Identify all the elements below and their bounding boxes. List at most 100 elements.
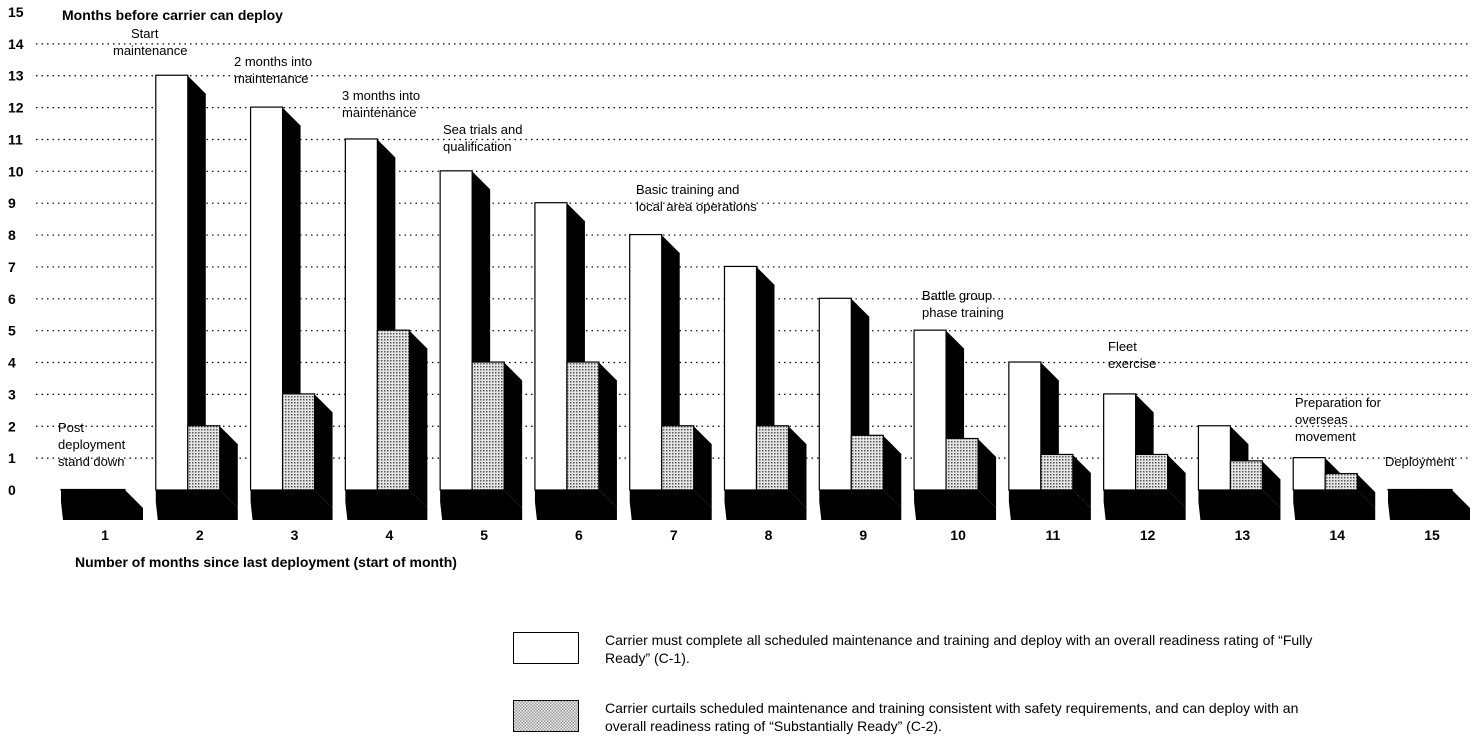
bar (1040, 453, 1091, 508)
annotation: Start (131, 26, 159, 41)
bar-base (914, 490, 997, 520)
annotation: maintenance (113, 43, 187, 58)
bar-side (1072, 454, 1091, 508)
bar-side (598, 362, 617, 508)
annotation: deployment (58, 437, 126, 452)
x-tick-label: 9 (859, 527, 867, 543)
x-tick-label: 11 (1045, 527, 1060, 543)
bar (1324, 472, 1376, 508)
x-axis-label: Number of months since last deployment (… (75, 554, 457, 570)
y-tick-label: 12 (8, 100, 24, 116)
x-tick-label: 2 (196, 527, 204, 543)
bar-side (219, 426, 238, 508)
bar-base (629, 490, 712, 520)
x-tick-label: 7 (670, 527, 678, 543)
x-tick-label: 1 (101, 527, 109, 543)
bar-face (1197, 425, 1232, 491)
bar-face (1135, 453, 1169, 491)
bar (344, 138, 396, 508)
bar (945, 437, 997, 508)
y-tick-label: 1 (8, 450, 16, 466)
y-tick-label: 13 (8, 68, 24, 84)
bar-face (344, 138, 378, 491)
bar-face (1292, 457, 1326, 491)
annotation: Deployment (1385, 454, 1455, 469)
annotation: overseas (1295, 412, 1348, 427)
annotation: 3 months into (342, 88, 420, 103)
y-tick-label: 14 (8, 36, 24, 52)
bar-side (409, 330, 428, 508)
y-tick-label: 9 (8, 195, 16, 211)
bar-base (155, 490, 238, 520)
bar-side (693, 426, 712, 508)
bar-side (788, 426, 807, 508)
bar-face (1324, 472, 1358, 491)
annotation: maintenance (342, 105, 416, 120)
annotation: qualification (443, 139, 512, 154)
annotation: Fleet (1108, 339, 1137, 354)
y-tick-label: 15 (8, 4, 24, 20)
bar-base (1388, 490, 1470, 520)
legend-entry: Carrier must complete all scheduled main… (605, 632, 1313, 666)
annotation: movement (1295, 429, 1356, 444)
bar-side (314, 394, 333, 508)
x-tick-label: 14 (1329, 527, 1345, 543)
legend-swatch (513, 632, 579, 664)
x-tick-label: 12 (1140, 527, 1156, 543)
chart-title: Months before carrier can deploy (62, 7, 283, 23)
bar-base (819, 490, 902, 520)
y-tick-label: 0 (8, 482, 16, 498)
bar-base (724, 490, 807, 520)
y-tick-label: 8 (8, 227, 16, 243)
bar (1135, 453, 1186, 508)
annotation: Preparation for (1295, 395, 1382, 410)
y-tick-label: 2 (8, 418, 16, 434)
bar-face (1419, 488, 1453, 491)
bar-face (755, 425, 790, 491)
bar (92, 488, 143, 508)
y-tick-label: 10 (8, 163, 24, 179)
bar-base (1103, 490, 1186, 520)
y-tick-label: 11 (8, 131, 23, 147)
annotation: exercise (1108, 356, 1156, 371)
bar (755, 425, 807, 508)
bar-base (1198, 490, 1281, 520)
annotation: 2 months into (234, 54, 312, 69)
bar-face (281, 393, 316, 491)
bar-face (1103, 393, 1137, 491)
bar (281, 393, 333, 508)
bar-base (440, 490, 523, 520)
bar-base (345, 490, 428, 520)
bar-face (534, 202, 568, 491)
annotation: local area operations (636, 199, 757, 214)
x-tick-label: 8 (765, 527, 773, 543)
y-tick-label: 4 (8, 355, 16, 371)
bar-face (818, 297, 852, 491)
x-tick-label: 10 (950, 527, 966, 543)
bar-face (376, 329, 410, 491)
x-tick-label: 4 (385, 527, 393, 543)
legend-entry: Carrier curtails scheduled maintenance a… (605, 700, 1299, 734)
bar-face (723, 265, 758, 491)
bar (155, 74, 206, 508)
y-tick-label: 6 (8, 291, 16, 307)
bar (1229, 460, 1281, 508)
bar-base (250, 490, 333, 520)
bar (471, 361, 523, 508)
annotation: Battle group (922, 288, 992, 303)
bar-face (913, 329, 947, 491)
bar-side (1167, 454, 1186, 508)
legend-swatch (513, 700, 579, 732)
bar-face (850, 434, 884, 491)
bar-face (155, 74, 189, 491)
y-tick-label: 5 (8, 323, 16, 339)
bar-face (187, 425, 221, 491)
annotation: Basic training and (636, 182, 739, 197)
bar-base (61, 490, 143, 520)
annotation: phase training (922, 305, 1004, 320)
y-tick-label: 3 (8, 386, 16, 402)
bar-base (1293, 490, 1376, 520)
bar-face (1229, 460, 1264, 491)
bar-face (1040, 453, 1074, 491)
